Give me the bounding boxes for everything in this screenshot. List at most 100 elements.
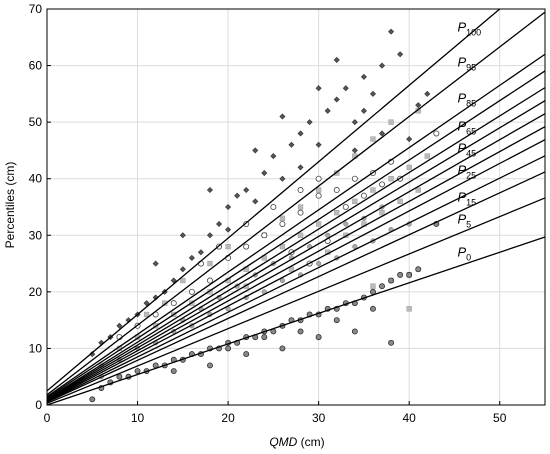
data-point — [89, 396, 96, 403]
data-point — [352, 198, 358, 204]
data-point — [333, 56, 340, 63]
data-point — [270, 203, 277, 210]
data-point — [370, 288, 376, 295]
x-tick-label: 30 — [312, 411, 326, 425]
data-point — [243, 351, 250, 358]
data-point — [261, 232, 268, 239]
data-point — [379, 181, 386, 188]
x-tick-label: 50 — [493, 411, 507, 425]
data-point — [388, 277, 395, 284]
data-point — [424, 153, 430, 159]
data-point — [315, 175, 322, 182]
percentile-line — [46, 236, 546, 406]
data-point — [143, 300, 150, 307]
data-point — [207, 362, 213, 369]
data-point — [116, 373, 123, 380]
data-point — [179, 266, 186, 273]
data-point — [370, 136, 376, 142]
y-tick-label: 70 — [29, 2, 43, 16]
data-point — [415, 187, 421, 193]
percentile-line — [46, 8, 501, 392]
data-point — [388, 28, 395, 35]
data-point — [378, 130, 386, 137]
data-point — [388, 176, 394, 182]
data-point — [279, 345, 286, 352]
x-tick-label: 0 — [44, 411, 51, 425]
percentile-line — [46, 155, 546, 403]
plot-frame — [46, 8, 546, 406]
data-point — [406, 306, 412, 312]
data-point — [351, 175, 358, 182]
y-tick-label: 50 — [29, 115, 43, 129]
data-point — [397, 198, 403, 204]
data-point — [315, 221, 322, 227]
data-point — [206, 277, 213, 284]
y-tick-label: 60 — [29, 59, 43, 73]
data-point — [279, 175, 286, 182]
data-point — [333, 96, 340, 103]
data-point — [288, 266, 295, 272]
data-point — [334, 210, 340, 216]
data-point — [134, 368, 141, 375]
data-point — [388, 339, 395, 346]
percentile-label: P5 — [458, 212, 472, 230]
data-point — [243, 243, 250, 250]
data-point — [179, 232, 186, 239]
x-tick-label: 40 — [403, 411, 417, 425]
data-point — [252, 198, 259, 205]
percentile-line — [46, 11, 546, 396]
data-point — [342, 203, 349, 210]
data-point — [252, 147, 259, 154]
data-point — [315, 187, 322, 193]
percentile-line — [46, 70, 546, 399]
data-point — [89, 351, 96, 358]
percentile-line — [46, 53, 546, 398]
data-point — [334, 170, 340, 176]
y-tick-label: 0 — [35, 398, 42, 412]
data-point — [279, 243, 286, 250]
data-point — [406, 136, 413, 143]
percentile-label: P85 — [458, 90, 477, 108]
data-point — [351, 147, 358, 154]
data-point — [316, 261, 322, 267]
data-point — [351, 119, 358, 126]
data-point — [370, 283, 376, 289]
data-point — [188, 254, 195, 261]
data-point — [325, 232, 331, 238]
data-point — [225, 226, 232, 233]
data-point — [243, 220, 250, 227]
data-point — [288, 141, 295, 148]
percentile-label: P65 — [458, 119, 477, 137]
data-point — [333, 317, 340, 324]
data-point — [261, 334, 268, 341]
data-point — [315, 334, 322, 341]
data-point — [225, 243, 231, 250]
data-point — [352, 244, 358, 250]
data-point — [424, 90, 431, 97]
data-point — [270, 153, 277, 160]
x-tick-label: 20 — [221, 411, 235, 425]
data-point — [297, 130, 304, 137]
data-point — [143, 311, 150, 318]
percentile-label: P25 — [458, 162, 477, 180]
percentile-line — [46, 113, 546, 401]
data-point — [378, 62, 386, 69]
data-point — [170, 300, 177, 307]
y-tick-label: 30 — [29, 228, 43, 242]
data-point — [397, 271, 404, 278]
percentile-line — [46, 139, 546, 402]
percentile-line — [46, 171, 546, 403]
data-point — [360, 192, 367, 199]
line-labels: P100 P95 P85 P65 P45 P25 P15 P5 P0 — [458, 20, 482, 263]
data-point — [207, 260, 213, 267]
data-point — [415, 102, 422, 109]
data-point — [315, 192, 322, 199]
data-point — [279, 220, 286, 227]
y-tick-label: 20 — [29, 285, 43, 299]
data-point — [225, 203, 232, 211]
x-axis-title: QMD (cm) — [269, 435, 324, 449]
data-point — [370, 187, 376, 193]
data-point — [297, 328, 304, 335]
data-point — [343, 221, 349, 227]
